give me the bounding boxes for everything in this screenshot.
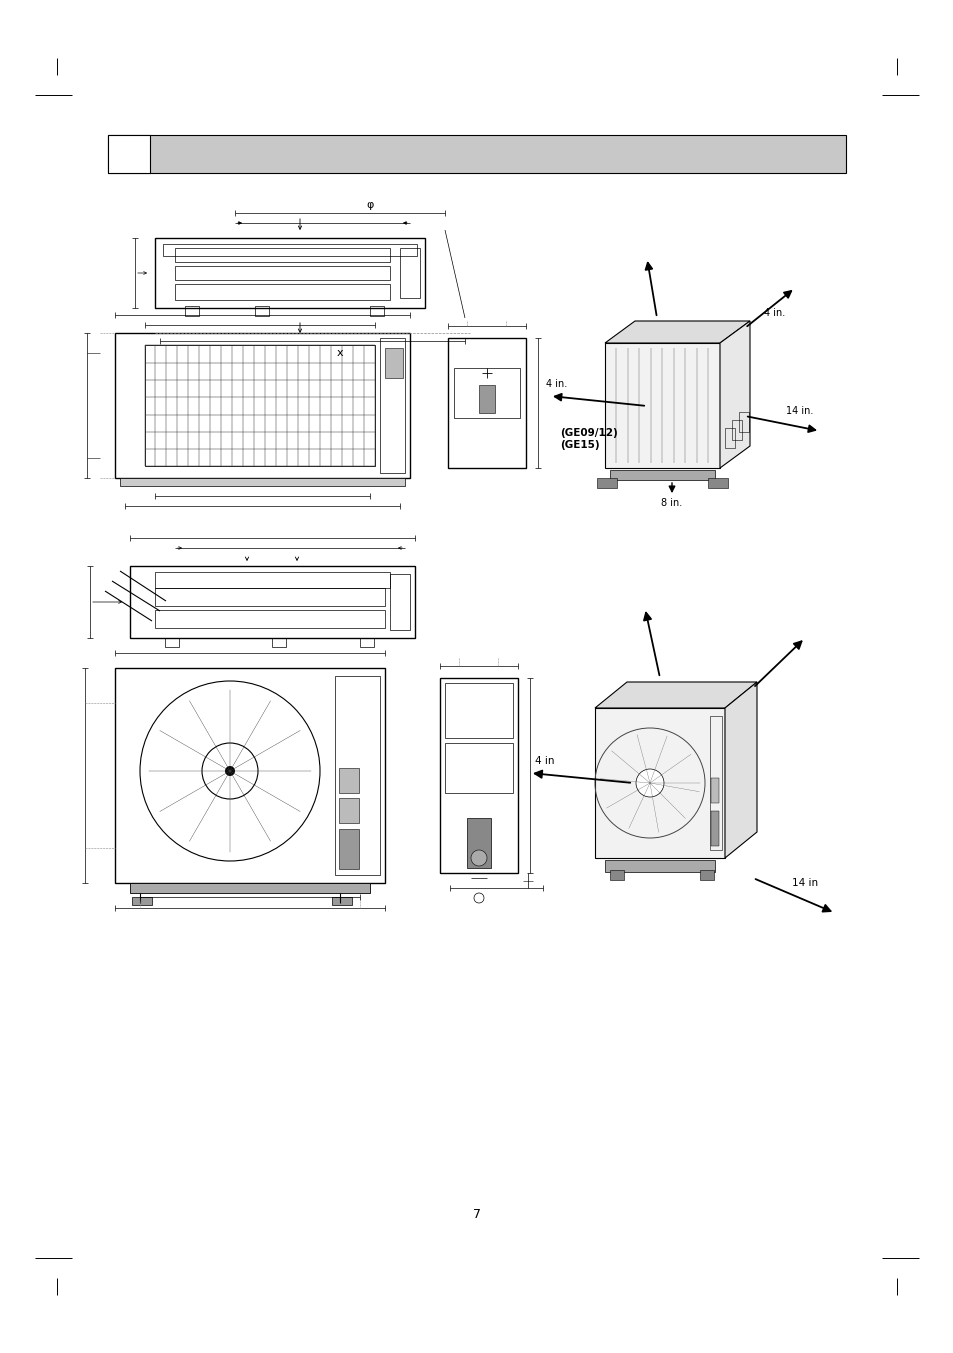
Bar <box>478 386 495 413</box>
Bar <box>115 668 385 884</box>
Bar <box>439 678 517 873</box>
Bar <box>108 135 150 173</box>
Bar <box>444 743 513 793</box>
Text: φ: φ <box>366 200 374 210</box>
Bar <box>399 248 419 298</box>
Circle shape <box>225 766 234 777</box>
Bar <box>710 810 719 846</box>
Bar <box>130 566 415 639</box>
Bar <box>130 884 370 893</box>
Bar <box>154 238 424 308</box>
Bar <box>597 478 617 488</box>
Bar <box>174 248 390 262</box>
Bar <box>154 572 390 589</box>
Polygon shape <box>604 321 749 344</box>
Bar <box>454 368 519 418</box>
Circle shape <box>202 743 257 800</box>
Bar <box>163 244 416 256</box>
Bar <box>385 348 402 377</box>
Bar <box>185 306 199 317</box>
Text: 4 in: 4 in <box>535 756 554 766</box>
Bar <box>332 897 352 905</box>
Bar <box>707 478 727 488</box>
Bar <box>448 338 525 468</box>
Text: 7: 7 <box>473 1208 480 1222</box>
Bar <box>338 829 358 869</box>
Bar <box>609 469 714 480</box>
Bar <box>108 135 845 173</box>
Polygon shape <box>724 682 757 858</box>
Bar <box>710 778 719 802</box>
Bar <box>709 716 721 850</box>
Bar <box>739 413 748 432</box>
Text: (GE09/12): (GE09/12) <box>559 428 618 438</box>
Bar <box>370 306 384 317</box>
Polygon shape <box>604 344 720 468</box>
Bar <box>390 574 410 630</box>
Polygon shape <box>595 682 757 708</box>
Bar <box>120 478 405 486</box>
Bar <box>154 589 385 606</box>
Text: 4 in.: 4 in. <box>546 379 567 390</box>
Bar <box>379 338 405 474</box>
Bar <box>609 870 623 879</box>
Text: 14 in.: 14 in. <box>785 406 813 415</box>
Bar <box>338 798 358 823</box>
Bar <box>115 333 410 478</box>
Circle shape <box>471 850 486 866</box>
Bar <box>174 284 390 300</box>
Bar <box>154 610 385 628</box>
Bar <box>174 267 390 280</box>
Text: 8 in.: 8 in. <box>660 498 682 507</box>
Text: x: x <box>336 348 343 359</box>
Polygon shape <box>720 321 749 468</box>
Bar <box>444 683 513 737</box>
Bar <box>165 639 179 647</box>
Circle shape <box>636 769 663 797</box>
Bar <box>604 861 714 871</box>
Bar <box>467 819 491 869</box>
Bar <box>724 428 734 448</box>
Bar <box>731 419 741 440</box>
Bar <box>132 897 152 905</box>
Text: 4 in.: 4 in. <box>763 308 785 318</box>
Bar <box>359 639 374 647</box>
Polygon shape <box>595 708 724 858</box>
Bar <box>272 639 286 647</box>
Bar <box>254 306 269 317</box>
Bar <box>335 676 379 875</box>
Text: 14 in: 14 in <box>791 878 818 888</box>
Text: (GE15): (GE15) <box>559 440 599 451</box>
Bar <box>145 345 375 465</box>
Bar <box>700 870 713 879</box>
Bar <box>338 769 358 793</box>
